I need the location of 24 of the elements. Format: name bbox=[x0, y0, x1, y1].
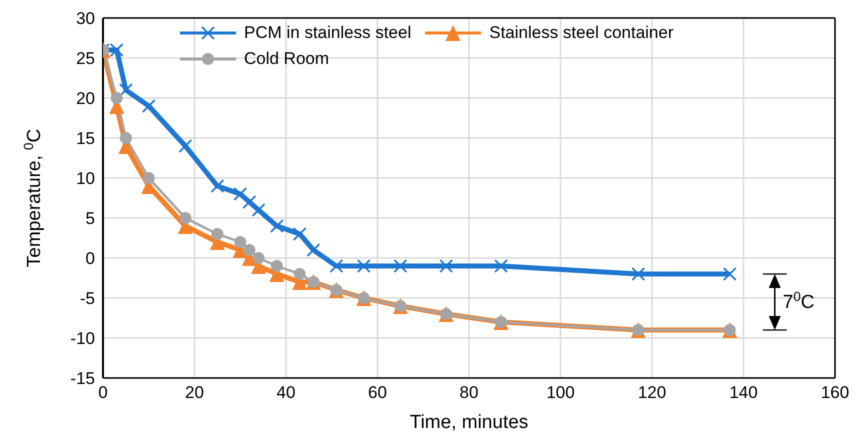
y-tick-label: -5 bbox=[80, 289, 95, 308]
x-tick-label: 0 bbox=[98, 383, 108, 402]
x-tick-label: 60 bbox=[368, 383, 387, 402]
y-tick-label: 25 bbox=[76, 49, 95, 68]
y-tick-label: -10 bbox=[70, 329, 95, 348]
y-tick-label: 0 bbox=[86, 249, 95, 268]
legend-label: PCM in stainless steel bbox=[244, 23, 412, 43]
x-tick-label: 40 bbox=[276, 383, 296, 402]
x-tick-label: 120 bbox=[638, 383, 666, 402]
legend-label: Stainless steel container bbox=[489, 23, 674, 43]
y-tick-label: 15 bbox=[76, 129, 95, 148]
x-tick-label: 100 bbox=[546, 383, 575, 402]
y-tick-label: -15 bbox=[70, 369, 95, 388]
y-tick-label: 20 bbox=[76, 89, 95, 108]
x-tick-label: 160 bbox=[820, 383, 850, 402]
x-tick-label: 80 bbox=[460, 383, 478, 402]
x-axis-title: Time, minutes bbox=[410, 412, 528, 433]
x-tick-label: 140 bbox=[729, 383, 758, 402]
legend-label: Cold Room bbox=[244, 49, 330, 69]
y-tick-label: 30 bbox=[76, 9, 95, 28]
y-tick-label: 5 bbox=[86, 209, 95, 228]
annotation: 7$^{0}$C bbox=[782, 288, 814, 313]
x-tick-label: 20 bbox=[185, 383, 204, 402]
y-tick-label: 10 bbox=[76, 169, 95, 188]
